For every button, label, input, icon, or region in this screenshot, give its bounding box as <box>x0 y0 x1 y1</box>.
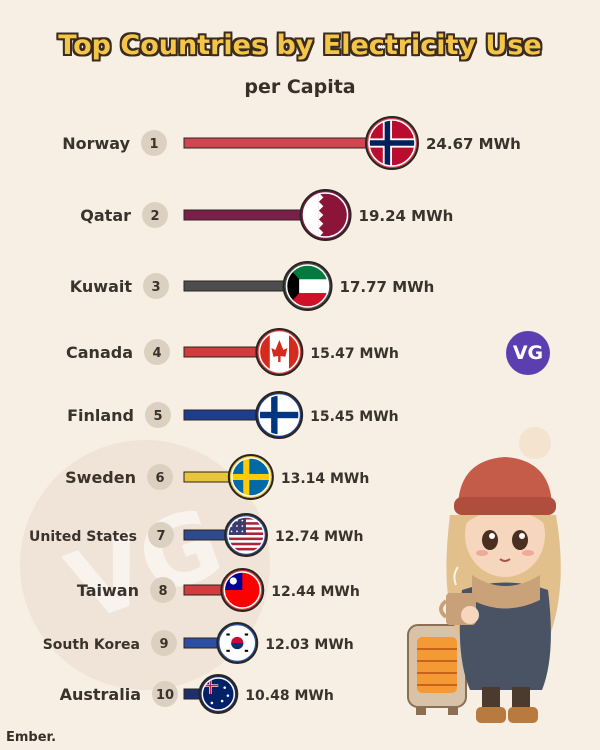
value-label: 10.48 MWh <box>245 688 334 704</box>
rank-number: 1 <box>149 137 158 152</box>
rank-number: 3 <box>151 280 160 295</box>
rank-badge <box>152 681 178 707</box>
space-heater-icon <box>407 624 467 715</box>
chart-title: Top Countries by Electricity Use <box>58 30 542 61</box>
value-label: 17.77 MWh <box>340 278 435 296</box>
rank-badge <box>148 522 174 548</box>
bar-row: Norway 1 24.67 MWh <box>62 116 521 170</box>
bar-row: Canada 4 15.47 MWh <box>66 328 399 376</box>
girl-illustration <box>407 427 561 723</box>
value-label: 12.74 MWh <box>275 529 364 545</box>
flag-inner-border <box>201 677 236 711</box>
rank-badge <box>143 273 169 299</box>
rank-number: 5 <box>153 409 162 424</box>
country-label: United States <box>29 529 137 545</box>
country-label: Kuwait <box>70 277 133 296</box>
bar-row: Finland 5 15.45 MWh <box>67 391 399 439</box>
bar-row: Taiwan 8 12.44 MWh <box>77 568 360 612</box>
taiwan-flag-icon <box>224 572 261 608</box>
rank-badge <box>142 202 168 228</box>
flag-inner-border <box>302 192 349 238</box>
rank-number: 6 <box>155 471 164 486</box>
country-label: Taiwan <box>77 581 139 600</box>
rank-number: 4 <box>152 346 161 361</box>
flag-inner-border <box>258 331 301 373</box>
flag-inner-border <box>223 571 262 609</box>
bar-row: Sweden 6 13.14 MWh <box>65 454 370 500</box>
value-label: 12.44 MWh <box>271 584 360 600</box>
flag-inner-border <box>227 516 265 554</box>
rank-number: 8 <box>158 584 167 599</box>
rank-number: 2 <box>150 209 159 224</box>
bar <box>183 137 393 149</box>
value-label: 24.67 MWh <box>426 135 521 153</box>
country-label: Norway <box>62 134 130 153</box>
bar-row: Australia 10 10.48 MWh <box>60 674 334 714</box>
canada-flag-icon <box>259 332 300 372</box>
bar-row: South Korea 9 12.03 MWh <box>43 622 354 664</box>
south-korea-flag-icon <box>220 626 255 660</box>
value-label: 15.47 MWh <box>310 346 399 362</box>
bar-row: Qatar 2 19.24 MWh <box>80 189 454 241</box>
finland-flag-icon <box>259 395 300 435</box>
rank-badge <box>141 130 167 156</box>
rank-badge <box>151 630 177 656</box>
source-credit: Ember. <box>6 730 57 745</box>
rank-badge <box>144 339 170 365</box>
country-label: Sweden <box>65 468 136 487</box>
rank-number: 9 <box>159 637 168 652</box>
flag-inner-border <box>285 264 330 308</box>
country-label: Australia <box>60 685 141 704</box>
value-label: 12.03 MWh <box>265 637 354 653</box>
sweden-flag-icon <box>231 458 270 496</box>
value-label: 13.14 MWh <box>281 471 370 487</box>
norway-flag-icon <box>369 120 415 166</box>
flag-inner-border <box>219 625 256 661</box>
united-states-flag-icon <box>227 517 264 553</box>
flag-inner-border <box>258 394 300 436</box>
country-label: Canada <box>66 343 133 362</box>
flag-inner-border <box>231 457 271 497</box>
coffee-mug-icon <box>439 566 479 625</box>
chart-subtitle: per Capita <box>244 76 356 98</box>
rank-number: 7 <box>156 529 165 544</box>
country-label: Qatar <box>80 206 131 225</box>
rank-number: 10 <box>156 688 174 703</box>
rank-badge <box>150 577 176 603</box>
rank-badge <box>147 464 173 490</box>
flag-inner-border <box>368 119 416 167</box>
vg-logo-badge: VG <box>506 331 550 375</box>
country-label: Finland <box>67 406 134 425</box>
qatar-flag-icon <box>303 193 348 237</box>
value-label: 15.45 MWh <box>310 409 399 425</box>
bar-row: Kuwait 3 17.77 MWh <box>70 261 435 311</box>
australia-flag-icon <box>202 678 235 710</box>
rank-badge <box>145 402 171 428</box>
value-label: 19.24 MWh <box>359 207 454 225</box>
vg-logo-text: VG <box>512 342 544 364</box>
bar-row: United States 7 12.74 MWh <box>29 513 364 557</box>
country-label: South Korea <box>43 637 140 653</box>
